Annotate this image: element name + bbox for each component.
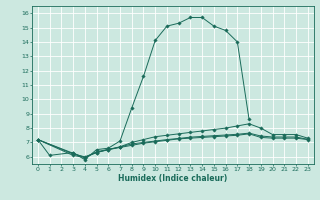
X-axis label: Humidex (Indice chaleur): Humidex (Indice chaleur) <box>118 174 228 183</box>
